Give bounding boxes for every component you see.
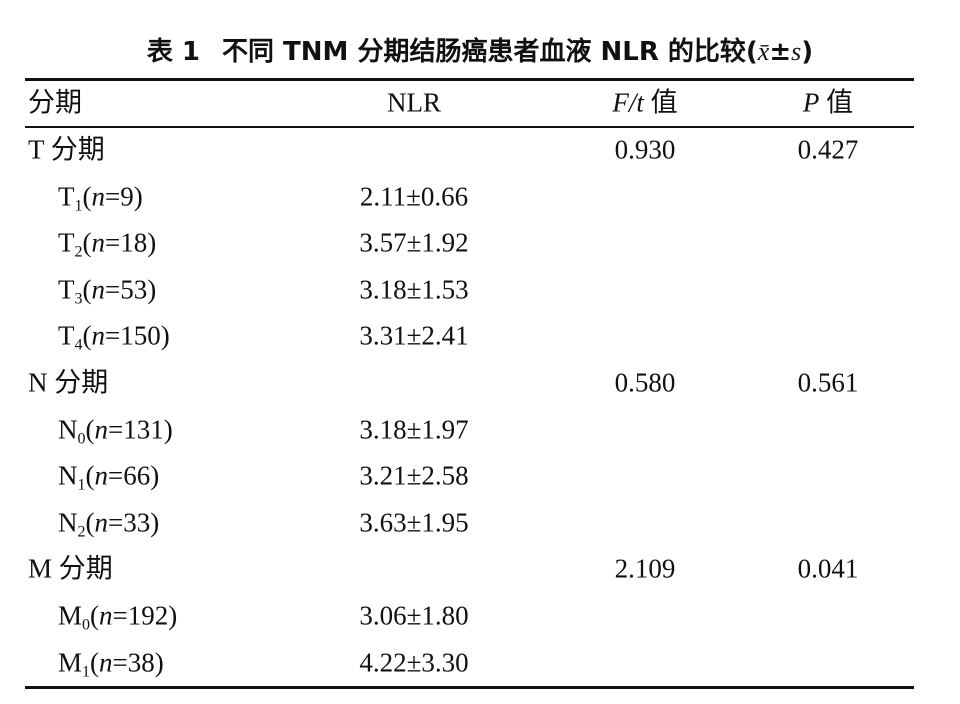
label-part: T xyxy=(58,227,75,258)
label-part: n xyxy=(94,507,109,538)
label-part: 2 xyxy=(77,523,86,541)
label-part: ( xyxy=(90,647,100,678)
title-part: 不同 TNM 分期结肠癌患者血液 NLR 的比较( xyxy=(221,37,758,67)
label-part: =18) xyxy=(105,227,157,258)
label-part: 3 xyxy=(74,290,83,308)
label-part: 2 xyxy=(74,243,83,261)
label-part: =33) xyxy=(108,507,160,538)
label-part: 4 xyxy=(74,336,83,354)
label-part: T xyxy=(58,274,75,305)
label-part: n xyxy=(91,227,106,258)
label-part: N xyxy=(58,507,78,538)
header-part: F/t xyxy=(612,87,644,118)
table-title: 表 1 不同 TNM 分期结肠癌患者血液 NLR 的比较(x̄±s) xyxy=(0,37,960,67)
header-part: 值 xyxy=(643,87,678,118)
header-rule xyxy=(25,126,914,128)
nlr-value: 3.18±1.97 xyxy=(359,414,469,445)
label-part: ( xyxy=(90,600,100,631)
column-header: 分期 xyxy=(28,87,82,118)
label-part: M xyxy=(58,600,83,631)
p-value: 0.041 xyxy=(797,553,859,584)
header-part: 分期 xyxy=(28,87,82,118)
bottom-rule xyxy=(25,686,914,689)
column-header: F/t 值 xyxy=(612,87,678,118)
group-label: N 分期 xyxy=(28,367,109,398)
nlr-value: 3.18±1.53 xyxy=(359,274,469,305)
label-part: =38) xyxy=(112,647,164,678)
label-part: =9) xyxy=(105,181,143,212)
label-part: n xyxy=(99,647,113,678)
top-rule xyxy=(25,78,914,81)
label-part: n xyxy=(94,460,109,491)
nlr-value: 4.22±3.30 xyxy=(359,647,469,678)
row-label: M1(n=38) xyxy=(58,647,164,680)
group-label: T 分期 xyxy=(28,134,105,165)
label-part: M xyxy=(58,647,83,678)
label-part: 1 xyxy=(77,476,86,494)
label-part: N xyxy=(58,460,78,491)
row-label: N1(n=66) xyxy=(58,460,160,493)
label-part: 1 xyxy=(74,197,83,215)
f-t-value: 0.580 xyxy=(614,367,676,398)
label-part: ( xyxy=(82,181,92,212)
header-part: NLR xyxy=(387,87,441,118)
label-part: T xyxy=(58,320,75,351)
row-label: N2(n=33) xyxy=(58,507,160,540)
label-part: ( xyxy=(82,320,92,351)
header-part: P xyxy=(802,87,820,118)
row-label: T3(n=53) xyxy=(58,274,157,307)
title-part: x̄ xyxy=(757,37,770,66)
label-part: T xyxy=(58,181,75,212)
row-label: M0(n=192) xyxy=(58,600,178,633)
column-header: P 值 xyxy=(802,87,854,118)
row-label: N0(n=131) xyxy=(58,414,173,447)
group-label: M 分期 xyxy=(28,553,113,584)
row-label: T1(n=9) xyxy=(58,181,143,214)
label-part: ( xyxy=(85,507,95,538)
row-label: T2(n=18) xyxy=(58,227,157,260)
p-value: 0.427 xyxy=(797,134,859,165)
nlr-value: 3.06±1.80 xyxy=(359,600,469,631)
title-part: 表 1 xyxy=(146,37,200,67)
label-part: N xyxy=(58,414,78,445)
label-part: n xyxy=(99,600,113,631)
label-part: ( xyxy=(82,274,92,305)
label-part: =150) xyxy=(105,320,170,351)
label-part: =192) xyxy=(112,600,178,631)
label-part: ( xyxy=(85,414,95,445)
label-part: n xyxy=(91,274,106,305)
label-part: 0 xyxy=(77,430,86,448)
title-part: s xyxy=(791,37,802,66)
header-part: 值 xyxy=(819,87,854,118)
row-label: T4(n=150) xyxy=(58,320,170,353)
nlr-value: 3.57±1.92 xyxy=(359,227,469,258)
p-value: 0.561 xyxy=(797,367,859,398)
title-part: ) xyxy=(801,37,814,67)
f-t-value: 2.109 xyxy=(614,553,676,584)
label-part: n xyxy=(94,414,109,445)
nlr-value: 3.31±2.41 xyxy=(359,320,469,351)
label-part: =66) xyxy=(108,460,160,491)
label-part: ( xyxy=(82,227,92,258)
nlr-value: 2.11±0.66 xyxy=(359,181,469,212)
label-part: 1 xyxy=(82,663,91,681)
label-part: =131) xyxy=(108,414,173,445)
nlr-value: 3.63±1.95 xyxy=(359,507,469,538)
label-part: n xyxy=(91,181,106,212)
nlr-value: 3.21±2.58 xyxy=(359,460,469,491)
label-part: n xyxy=(91,320,106,351)
column-header: NLR xyxy=(387,87,441,118)
title-part: ± xyxy=(769,37,792,67)
label-part: ( xyxy=(85,460,95,491)
f-t-value: 0.930 xyxy=(614,134,676,165)
label-part: 0 xyxy=(82,616,91,634)
label-part: =53) xyxy=(105,274,157,305)
